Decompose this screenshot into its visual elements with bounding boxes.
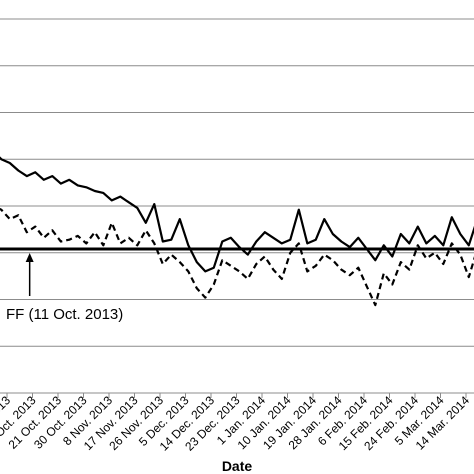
annotation-label: FF (11 Oct. 2013) <box>6 306 123 323</box>
gridlines <box>0 18 474 347</box>
ff-annotation: FF (11 Oct. 2013) <box>6 253 123 323</box>
series-line-dashed <box>0 207 474 307</box>
series-line-solid <box>0 156 474 273</box>
x-axis-title: Date <box>222 458 253 474</box>
annotation-arrow-head <box>25 253 34 262</box>
